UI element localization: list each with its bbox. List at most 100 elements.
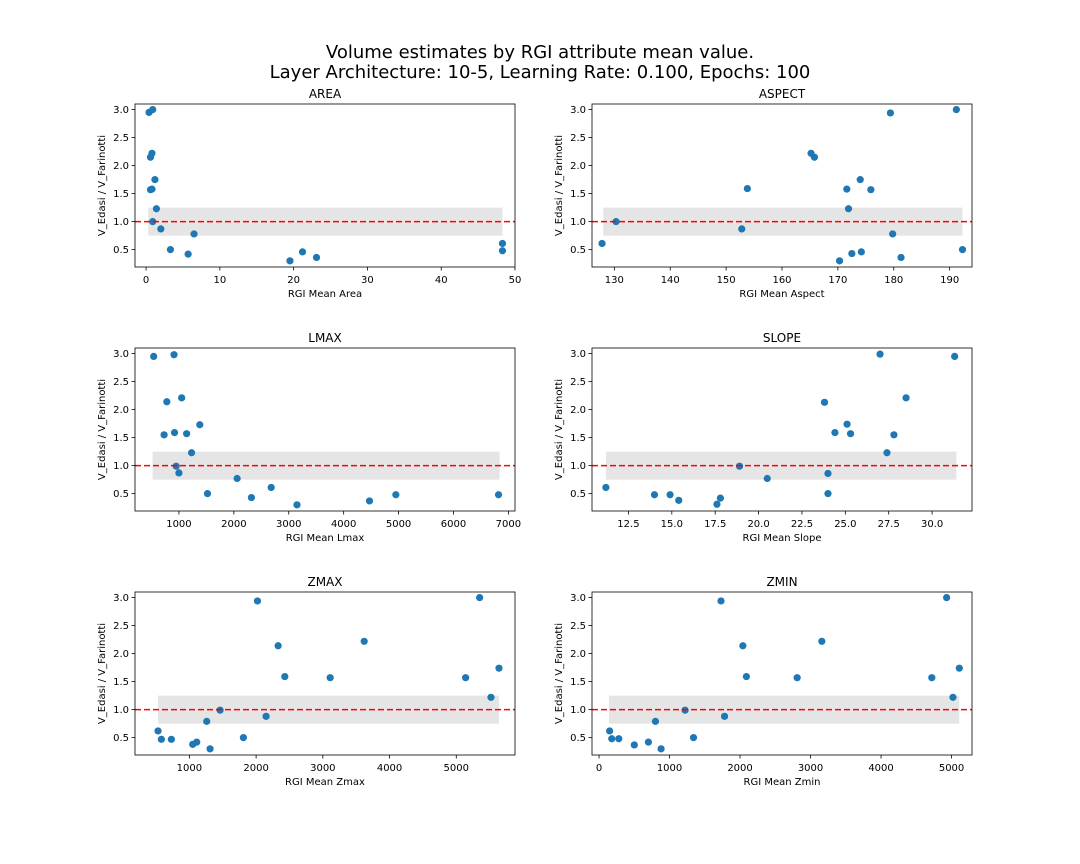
- y-tick-label: 2.5: [113, 377, 129, 388]
- data-point: [190, 230, 198, 238]
- data-point: [293, 501, 301, 509]
- data-point: [867, 186, 875, 194]
- subplot-title: AREA: [309, 87, 342, 101]
- data-point: [717, 597, 725, 605]
- y-tick-label: 1.5: [113, 677, 129, 688]
- data-point: [630, 741, 638, 749]
- data-point: [857, 248, 865, 256]
- data-point: [952, 106, 960, 114]
- x-tick-label: 180: [884, 275, 903, 286]
- y-tick-label: 3.0: [570, 349, 586, 360]
- data-point: [167, 735, 175, 743]
- x-tick-label: 6000: [441, 519, 466, 530]
- data-point: [203, 717, 211, 725]
- subplot-slope: 12.5 15.0 17.5 20.0 22.5 25.0 27.5 30.0 0.5 1.0 1.…: [554, 331, 973, 544]
- x-tick-label: 22.5: [791, 519, 813, 530]
- y-tick-label: 1.5: [113, 433, 129, 444]
- data-point: [148, 149, 156, 157]
- x-tick-label: 5000: [386, 519, 411, 530]
- data-point: [602, 483, 610, 492]
- data-point: [843, 185, 851, 193]
- data-point: [958, 246, 967, 254]
- data-point: [666, 491, 674, 499]
- y-tick-label: 2.0: [113, 649, 129, 660]
- y-tick-label: 0.5: [113, 733, 129, 744]
- x-tick-label: 1000: [177, 763, 202, 774]
- data-point: [810, 153, 819, 161]
- axes-frame: [591, 591, 973, 756]
- y-tick-label: 2.0: [570, 161, 586, 172]
- data-point: [689, 734, 698, 742]
- data-point: [743, 184, 751, 193]
- x-tick-label: 3000: [798, 763, 823, 774]
- x-axis-label: RGI Mean Aspect: [739, 289, 824, 300]
- y-tick-label: 1.0: [113, 217, 129, 228]
- data-point: [886, 109, 895, 117]
- subplot-zmax: 1000 2000 3000 4000 5000 0.5 1.0 1.5 2.0 2.5 3.0 ZM…: [97, 575, 516, 788]
- data-point: [267, 483, 275, 492]
- figure-title-line-2: Layer Architecture: 10-5, Learning Rate:…: [270, 62, 811, 83]
- x-tick-label: 20.0: [747, 519, 769, 530]
- data-point: [281, 672, 289, 681]
- data-point: [360, 637, 368, 645]
- subplot-title: LMAX: [308, 331, 341, 345]
- data-point: [149, 106, 157, 114]
- figure-title-line-1: Volume estimates by RGI attribute mean v…: [326, 42, 754, 63]
- data-point: [949, 693, 957, 701]
- y-tick-label: 1.0: [570, 217, 586, 228]
- data-point: [943, 594, 951, 602]
- data-point: [498, 239, 507, 248]
- x-tick-label: 5000: [939, 763, 964, 774]
- x-tick-label: 150: [717, 275, 736, 286]
- x-tick-label: 160: [772, 275, 791, 286]
- data-point: [494, 491, 503, 499]
- data-point: [846, 430, 855, 438]
- x-tick-label: 7000: [496, 519, 521, 530]
- y-tick-label: 1.0: [570, 461, 586, 472]
- data-point: [170, 428, 179, 437]
- x-tick-label: 2000: [243, 763, 268, 774]
- subplot-zmin: 0 1000 2000 3000 4000 5000 0.5 1.0 1.5 2.0 2.5 3.0 Z…: [554, 575, 973, 788]
- x-tick-label: 30.0: [921, 519, 943, 530]
- data-point: [848, 249, 856, 258]
- data-point: [146, 186, 155, 194]
- data-point: [650, 491, 659, 499]
- data-point: [150, 352, 158, 361]
- data-point: [160, 431, 168, 439]
- y-tick-label: 2.0: [113, 405, 129, 416]
- axes-frame: [134, 103, 516, 268]
- x-tick-label: 12.5: [617, 519, 639, 530]
- data-point: [462, 674, 470, 682]
- data-point: [818, 637, 826, 645]
- x-tick-label: 4000: [377, 763, 402, 774]
- data-point: [889, 230, 897, 238]
- y-tick-label: 0.5: [570, 733, 586, 744]
- x-tick-label: 15.0: [661, 519, 683, 530]
- data-point: [598, 239, 606, 248]
- y-tick-label: 2.5: [570, 377, 586, 388]
- x-tick-label: 25.0: [834, 519, 856, 530]
- x-tick-label: 0: [143, 275, 149, 286]
- y-axis-label: V_Edasi / V_Farinotti: [97, 623, 108, 724]
- y-tick-label: 2.5: [113, 621, 129, 632]
- x-tick-label: 170: [828, 275, 847, 286]
- x-tick-label: 190: [940, 275, 959, 286]
- x-axis-label: RGI Mean Zmax: [285, 777, 365, 788]
- y-tick-label: 0.5: [570, 489, 586, 500]
- data-point: [720, 712, 729, 720]
- data-point: [326, 674, 334, 682]
- x-tick-label: 1000: [657, 763, 682, 774]
- data-point: [824, 490, 832, 498]
- y-axis-label: V_Edasi / V_Farinotti: [97, 135, 108, 236]
- data-point: [170, 351, 178, 359]
- y-tick-label: 3.0: [113, 105, 129, 116]
- data-point: [612, 218, 620, 226]
- axes-frame: [591, 347, 973, 512]
- data-point: [835, 257, 844, 265]
- data-point: [253, 597, 262, 605]
- data-point: [738, 225, 746, 233]
- axes-frame: [591, 103, 973, 268]
- x-tick-label: 27.5: [878, 519, 900, 530]
- data-point: [187, 449, 196, 457]
- data-point: [793, 674, 801, 682]
